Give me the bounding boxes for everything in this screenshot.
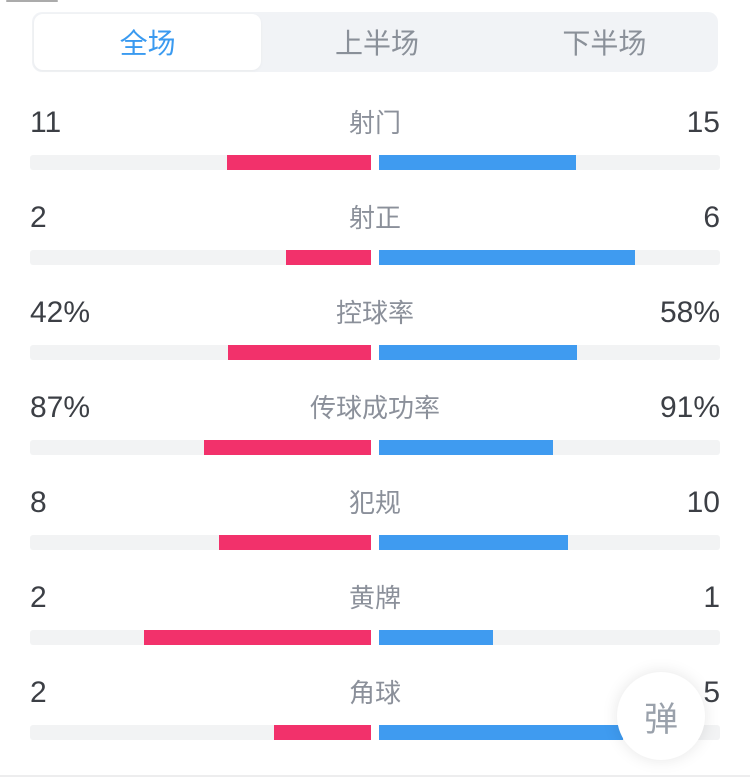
away-bar <box>379 155 576 170</box>
bar-center-gap <box>371 630 379 645</box>
bar-center-gap <box>371 535 379 550</box>
stat-bar-track <box>30 535 720 550</box>
stat-header: 87% 传球成功率 91% <box>30 392 720 424</box>
bar-center-gap <box>371 250 379 265</box>
home-bar <box>219 535 371 550</box>
home-value: 2 <box>30 201 47 234</box>
home-bar <box>228 345 371 360</box>
away-bar <box>379 440 553 455</box>
stat-bar-track <box>30 630 720 645</box>
stat-label: 黄牌 <box>348 583 402 613</box>
bar-center-gap <box>371 725 379 740</box>
stat-row: 87% 传球成功率 91% <box>30 357 720 455</box>
home-bar <box>227 155 371 170</box>
away-bar <box>379 535 568 550</box>
stat-row: 42% 控球率 58% <box>30 262 720 360</box>
stat-header: 8 犯规 10 <box>30 487 720 519</box>
stat-row: 2 黄牌 1 <box>30 547 720 645</box>
away-value: 15 <box>686 106 720 139</box>
away-bar <box>379 250 635 265</box>
away-value: 10 <box>686 486 720 519</box>
stat-bar-track <box>30 250 720 265</box>
away-bar <box>379 725 623 740</box>
away-value: 1 <box>703 581 720 614</box>
home-value: 42% <box>30 296 91 329</box>
home-bar <box>274 725 371 740</box>
tab-first-half[interactable]: 上半场 <box>334 28 419 59</box>
stat-header: 2 射正 6 <box>30 202 720 234</box>
stat-label: 犯规 <box>348 488 402 518</box>
stat-header: 2 角球 5 <box>30 677 720 709</box>
danmaku-toggle-button[interactable]: 弹 <box>617 672 705 760</box>
stat-label: 传球成功率 <box>309 393 441 423</box>
stat-label: 控球率 <box>335 298 415 328</box>
tab-full-match[interactable]: 全场 <box>34 14 262 70</box>
home-value: 8 <box>30 486 47 519</box>
stat-row: 11 射门 15 <box>30 72 720 170</box>
stat-label: 射门 <box>348 108 402 138</box>
away-value: 58% <box>659 296 720 329</box>
away-value: 6 <box>703 201 720 234</box>
away-bar <box>379 630 493 645</box>
away-value: 91% <box>659 391 720 424</box>
stat-header: 2 黄牌 1 <box>30 582 720 614</box>
stat-row: 8 犯规 10 <box>30 452 720 550</box>
home-bar <box>204 440 371 455</box>
stat-bar-track <box>30 725 720 740</box>
stat-header: 11 射门 15 <box>30 107 720 139</box>
bar-center-gap <box>371 155 379 170</box>
away-bar <box>379 345 577 360</box>
home-value: 2 <box>30 581 47 614</box>
bar-center-gap <box>371 345 379 360</box>
stat-label: 角球 <box>348 678 402 708</box>
stat-bar-track <box>30 345 720 360</box>
stat-header: 42% 控球率 58% <box>30 297 720 329</box>
stat-label: 射正 <box>348 203 402 233</box>
home-value: 87% <box>30 391 91 424</box>
away-value: 5 <box>703 676 720 709</box>
stat-bar-track <box>30 440 720 455</box>
period-tab-bar: 全场 上半场 下半场 <box>32 12 718 72</box>
home-value: 2 <box>30 676 47 709</box>
stat-row: 2 角球 5 <box>30 642 720 740</box>
home-value: 11 <box>30 106 62 139</box>
stat-bar-track <box>30 155 720 170</box>
tab-second-half[interactable]: 下半场 <box>562 28 647 59</box>
home-bar <box>286 250 371 265</box>
bar-center-gap <box>371 440 379 455</box>
stat-row: 2 射正 6 <box>30 167 720 265</box>
home-bar <box>144 630 371 645</box>
stats-list: 11 射门 15 2 射正 6 <box>0 72 750 740</box>
section-divider <box>0 775 750 777</box>
cropped-content-artifact <box>6 0 58 2</box>
